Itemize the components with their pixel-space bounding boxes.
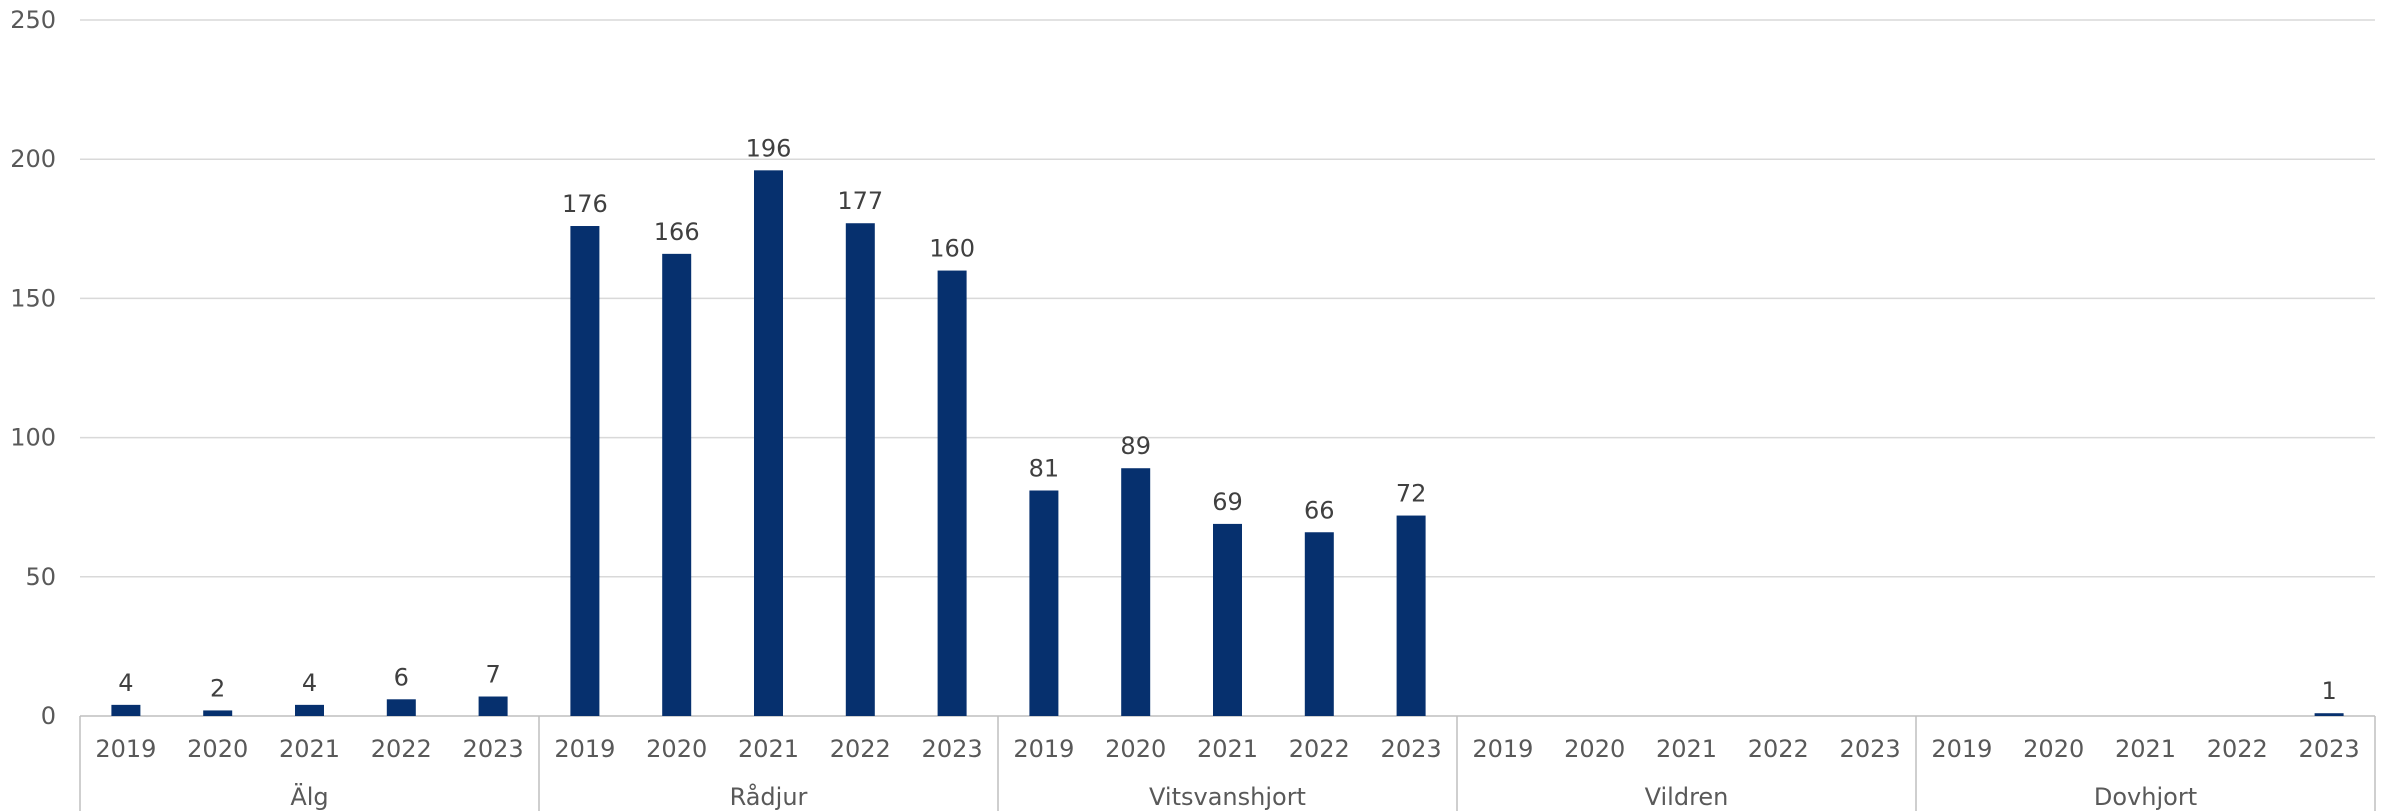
group-label: Älg bbox=[290, 782, 328, 811]
bar bbox=[111, 704, 141, 716]
data-label: 4 bbox=[118, 669, 133, 697]
x-tick-label: 2020 bbox=[1105, 735, 1166, 763]
y-tick-label: 250 bbox=[10, 6, 56, 34]
x-tick-label: 2020 bbox=[2023, 735, 2084, 763]
data-label: 69 bbox=[1212, 488, 1243, 516]
data-label: 1 bbox=[2321, 677, 2336, 705]
x-tick-label: 2021 bbox=[1656, 735, 1717, 763]
bar bbox=[754, 170, 783, 716]
x-tick-label: 2022 bbox=[2207, 735, 2268, 763]
data-label: 7 bbox=[485, 661, 500, 689]
bar bbox=[1213, 523, 1242, 716]
bar bbox=[937, 270, 967, 716]
bar bbox=[295, 704, 324, 716]
x-tick-label: 2020 bbox=[646, 735, 707, 763]
data-label: 2 bbox=[210, 674, 225, 702]
bar bbox=[570, 226, 600, 717]
y-tick-label: 50 bbox=[25, 563, 56, 591]
bar bbox=[1396, 515, 1426, 716]
x-tick-label: 2020 bbox=[187, 735, 248, 763]
data-label: 166 bbox=[654, 218, 700, 246]
x-tick-label: 2019 bbox=[95, 735, 156, 763]
data-label: 196 bbox=[746, 134, 792, 162]
x-tick-label: 2022 bbox=[1748, 735, 1809, 763]
x-tick-label: 2022 bbox=[371, 735, 432, 763]
data-label: 177 bbox=[837, 187, 883, 215]
x-tick-label: 2023 bbox=[1381, 735, 1442, 763]
data-label: 176 bbox=[562, 190, 608, 218]
bar bbox=[1029, 490, 1059, 716]
bar bbox=[2314, 713, 2344, 716]
bar bbox=[386, 699, 416, 716]
data-label: 66 bbox=[1304, 496, 1335, 524]
data-label: 160 bbox=[929, 235, 975, 263]
x-tick-label: 2019 bbox=[1472, 735, 1533, 763]
y-tick-label: 200 bbox=[10, 145, 56, 173]
data-label: 81 bbox=[1029, 454, 1060, 482]
group-label: Dovhjort bbox=[2094, 783, 2197, 811]
x-tick-label: 2021 bbox=[1197, 735, 1258, 763]
group-label: Rådjur bbox=[730, 782, 808, 811]
data-label: 6 bbox=[394, 663, 409, 691]
data-label: 89 bbox=[1120, 432, 1151, 460]
x-tick-label: 2019 bbox=[1931, 735, 1992, 763]
y-tick-label: 100 bbox=[10, 424, 56, 452]
x-tick-label: 2021 bbox=[738, 735, 799, 763]
x-tick-label: 2023 bbox=[463, 735, 524, 763]
data-label: 4 bbox=[302, 669, 317, 697]
x-tick-label: 2019 bbox=[554, 735, 615, 763]
x-tick-label: 2023 bbox=[922, 735, 983, 763]
x-tick-label: 2019 bbox=[1013, 735, 1074, 763]
group-label: Vitsvanshjort bbox=[1149, 783, 1306, 811]
x-tick-label: 2021 bbox=[2115, 735, 2176, 763]
bar bbox=[662, 253, 692, 716]
bar bbox=[845, 223, 875, 716]
x-tick-label: 2020 bbox=[1564, 735, 1625, 763]
bar bbox=[478, 696, 508, 716]
x-tick-label: 2023 bbox=[1840, 735, 1901, 763]
x-tick-label: 2022 bbox=[1289, 735, 1350, 763]
data-label: 72 bbox=[1396, 480, 1427, 508]
x-tick-label: 2023 bbox=[2299, 735, 2360, 763]
x-tick-label: 2021 bbox=[279, 735, 340, 763]
group-label: Vildren bbox=[1645, 783, 1729, 811]
x-tick-label: 2022 bbox=[830, 735, 891, 763]
bar bbox=[1121, 468, 1151, 716]
y-tick-label: 0 bbox=[41, 702, 56, 730]
y-tick-label: 150 bbox=[10, 284, 56, 312]
bar bbox=[1304, 532, 1334, 716]
bar bbox=[203, 710, 233, 716]
